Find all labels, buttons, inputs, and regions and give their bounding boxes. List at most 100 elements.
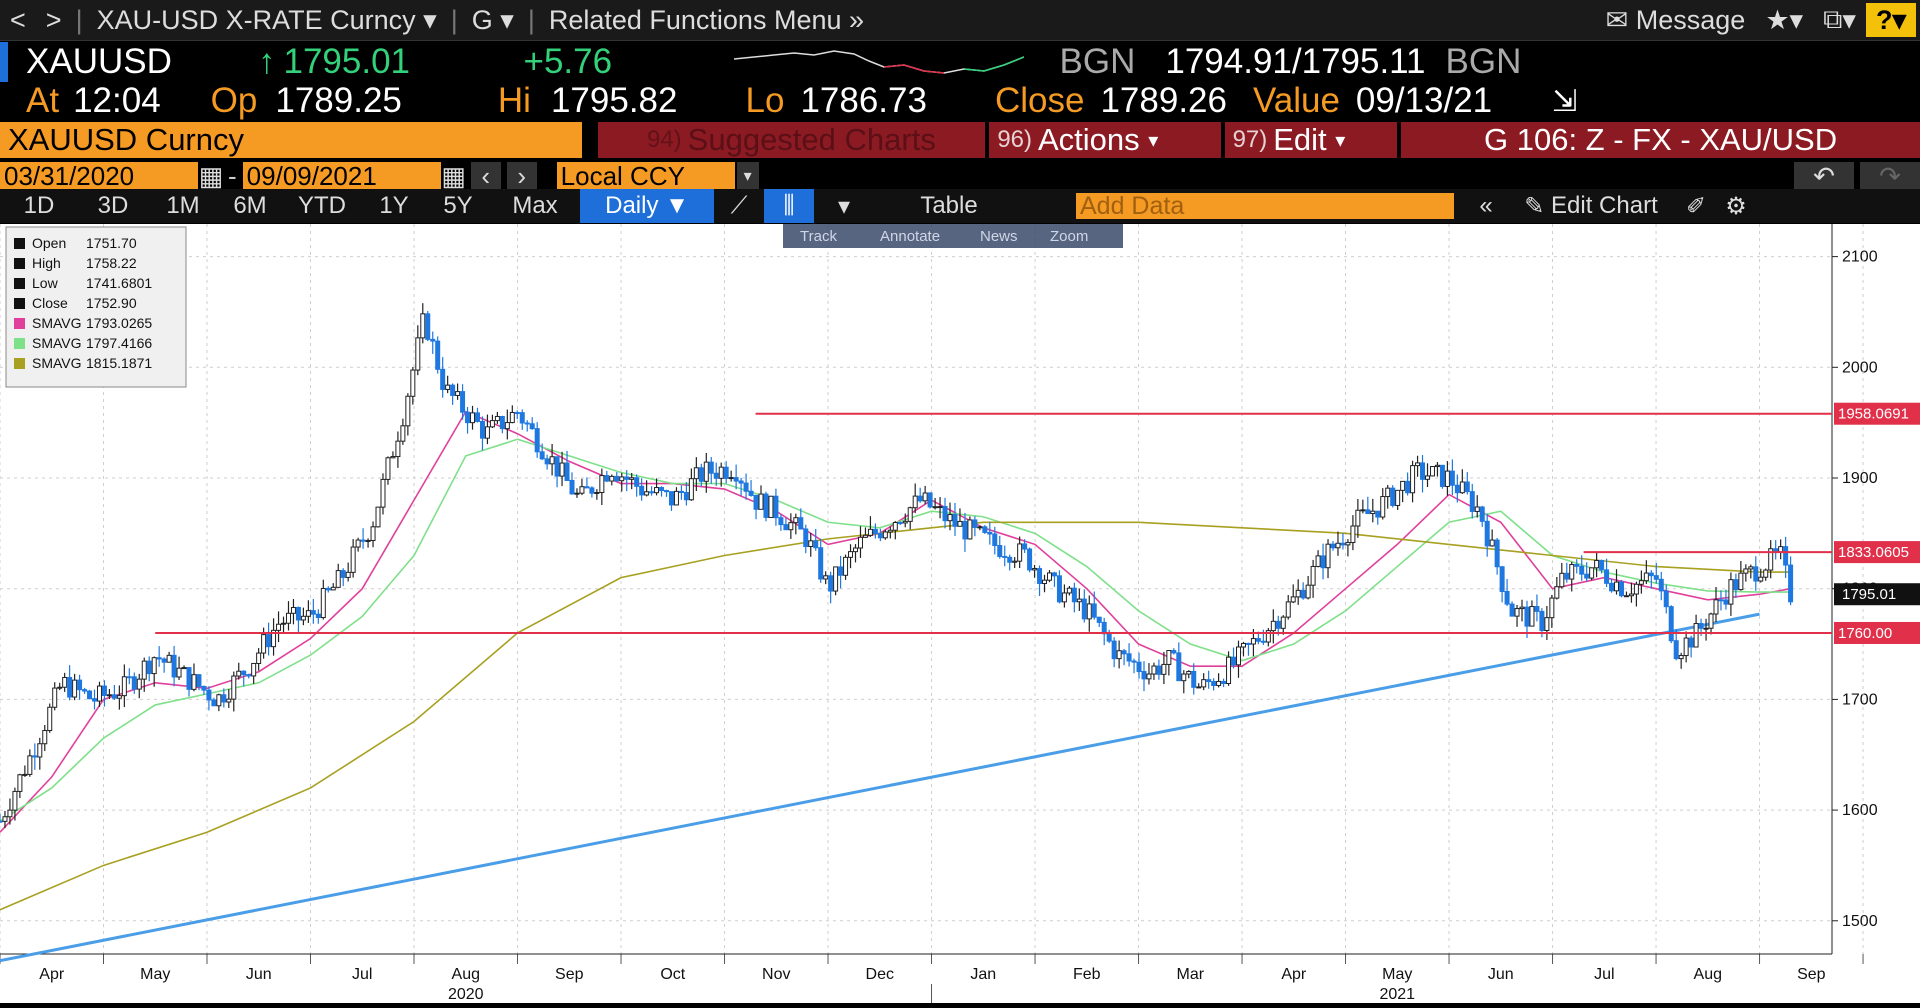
quote-line: XAUUSD ↑ 1795.01 +5.76 BGN 1794.91/1795.…	[0, 42, 1920, 82]
bid-ask: 1794.91/1795.11	[1165, 42, 1426, 81]
edit-chart-button[interactable]: ✎ Edit Chart	[1506, 189, 1676, 223]
favorites-button[interactable]: ★ ▾	[1755, 5, 1813, 36]
next-period-button[interactable]: ›	[506, 161, 537, 191]
candle-body	[1723, 599, 1729, 605]
period-ytd[interactable]: YTD	[298, 192, 346, 219]
candle-body	[1663, 590, 1669, 608]
candle-body	[1121, 650, 1127, 655]
candle-body	[668, 491, 674, 506]
candle-body	[1489, 539, 1495, 547]
chart-export-icon[interactable]: ⇲	[1552, 84, 1578, 118]
back-button[interactable]: <	[10, 4, 26, 35]
security-title-menu[interactable]: XAU-USD X-RATE Curncy ▾	[87, 5, 447, 36]
legend-swatch	[14, 278, 25, 289]
start-date-input[interactable]: 03/31/2020	[0, 161, 198, 191]
candle-body	[514, 412, 520, 415]
candle-chart-icon[interactable]: ⫼	[764, 189, 814, 223]
ticker: XAUUSD	[0, 42, 226, 82]
page-title: G 106: Z - FX - XAU/USD	[1401, 122, 1920, 158]
period-3d[interactable]: 3D	[97, 192, 129, 219]
edit-button[interactable]: 97) Edit ▾	[1224, 122, 1398, 158]
year-label: 2021	[1379, 986, 1415, 1003]
candle-body	[92, 698, 98, 702]
collapse-icon[interactable]: «	[1479, 192, 1493, 219]
candle-body	[1161, 663, 1167, 675]
candle-body	[375, 506, 381, 528]
gear-icon[interactable]: ⚙	[1725, 192, 1747, 220]
window-button[interactable]: ⧉ ▾	[1813, 4, 1866, 36]
date-range-row: 03/31/2020 ▦ - 09/09/2021 ▦ ‹ › Local CC…	[0, 161, 1920, 191]
legend-value: 1751.70	[86, 235, 137, 251]
candle-body	[1673, 640, 1679, 660]
candle-body	[430, 338, 436, 342]
frequency-select[interactable]: Daily ▼	[580, 189, 714, 223]
candle-body	[1504, 590, 1510, 605]
candle-body	[1076, 598, 1082, 603]
line-chart-icon[interactable]: ⟋	[730, 192, 748, 219]
help-button[interactable]: ? ▾	[1865, 3, 1916, 37]
period-6m[interactable]: 6M	[233, 192, 267, 219]
candle-body	[166, 654, 172, 663]
price-chart[interactable]: 1500160017001800190020002100AprMayJunJul…	[0, 224, 1920, 1003]
candle-body	[1171, 650, 1177, 654]
candle-body	[768, 495, 774, 518]
add-data-input[interactable]: Add Data	[1076, 192, 1454, 220]
function-g-menu[interactable]: G ▾	[462, 5, 524, 36]
candle-body	[1569, 564, 1575, 580]
candle-body	[982, 526, 988, 533]
double-chevron-down-icon: »	[849, 4, 865, 35]
end-date-input[interactable]: 09/09/2021	[242, 161, 441, 191]
calendar-icon[interactable]: ▦	[441, 160, 466, 191]
chart-area[interactable]: 1500160017001800190020002100AprMayJunJul…	[0, 224, 1920, 1003]
candle-body	[82, 689, 88, 692]
candle-body	[644, 491, 650, 496]
chart-toolbar-zoom[interactable]: Zoom	[1050, 228, 1088, 245]
forward-button[interactable]: >	[45, 4, 62, 35]
candle-body	[111, 694, 117, 699]
candle-body	[833, 566, 839, 592]
chart-toolbar-annotate[interactable]: Annotate	[880, 228, 940, 245]
candle-body	[693, 467, 699, 480]
chart-toolbar-news[interactable]: News	[980, 228, 1018, 245]
low-label: Lo	[745, 81, 785, 120]
candle-body	[1255, 638, 1261, 642]
candle-body	[445, 384, 451, 390]
prev-period-button[interactable]: ‹	[470, 161, 501, 191]
redo-icon[interactable]: ↷	[1860, 161, 1920, 191]
chart-edit-icon[interactable]: ✐	[1685, 192, 1707, 220]
candle-body	[609, 475, 615, 482]
candle-body	[589, 487, 595, 494]
security-field[interactable]: XAUUSD Curncy	[0, 122, 582, 158]
period-1d[interactable]: 1D	[23, 192, 55, 219]
period-max[interactable]: Max	[512, 192, 558, 219]
actions-button[interactable]: 96) Actions ▾	[989, 122, 1221, 158]
candle-body	[828, 575, 834, 592]
candle-body	[1136, 661, 1142, 673]
reference-label: 1760.00	[1838, 625, 1892, 642]
candle-body	[1365, 509, 1371, 515]
chevron-down-icon[interactable]: ▾	[736, 162, 759, 190]
candle-body	[146, 660, 152, 675]
calendar-icon[interactable]: ▦	[198, 160, 224, 191]
candle-body	[156, 657, 162, 660]
suggested-charts-button[interactable]: 94) Suggested Charts	[597, 122, 986, 158]
currency-select[interactable]: Local CCY	[556, 161, 735, 191]
candle-body	[1748, 566, 1754, 570]
period-1y[interactable]: 1Y	[379, 192, 409, 219]
page-label: G 106: Z - FX - XAU/USD	[1484, 122, 1838, 157]
candle-body	[1390, 487, 1396, 506]
period-1m[interactable]: 1M	[166, 192, 200, 219]
bid-source: BGN	[1059, 42, 1136, 81]
top-nav: < > | XAU-USD X-RATE Curncy ▾ | G ▾ | Re…	[0, 0, 1920, 41]
candle-body	[843, 556, 849, 576]
table-button[interactable]: Table	[920, 192, 978, 219]
period-5y[interactable]: 5Y	[443, 192, 473, 219]
chevron-down-icon[interactable]: ▾	[837, 192, 851, 220]
undo-icon[interactable]: ↶	[1794, 161, 1854, 191]
chevron-down-icon: ▾	[1789, 4, 1804, 35]
chart-toolbar-track[interactable]: Track	[800, 228, 837, 245]
related-functions-menu[interactable]: Related Functions Menu »	[539, 5, 874, 36]
message-button[interactable]: ✉ Message	[1596, 5, 1756, 36]
candle-body	[435, 340, 441, 370]
candle-body	[1231, 656, 1237, 666]
